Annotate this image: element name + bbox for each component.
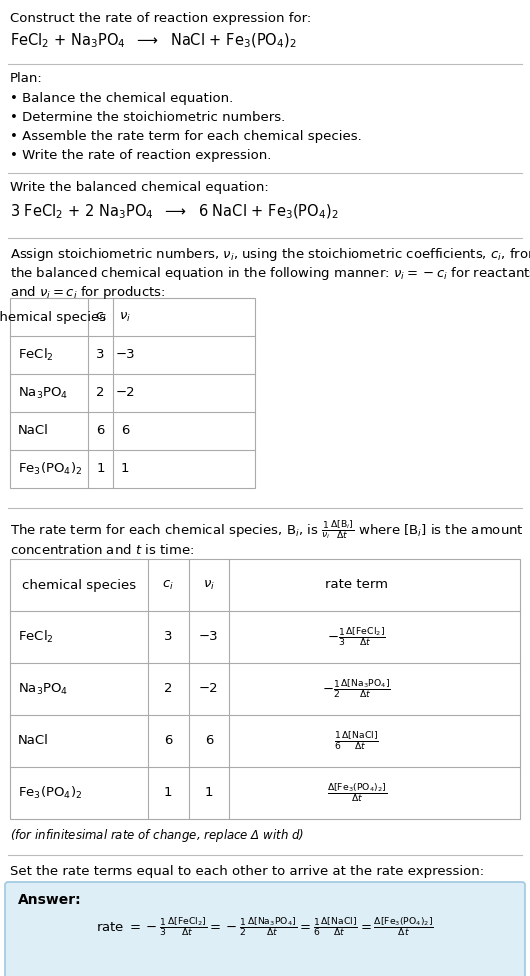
Text: Fe$_3$(PO$_4$)$_2$: Fe$_3$(PO$_4$)$_2$ [18, 785, 82, 801]
Text: 6: 6 [205, 735, 213, 748]
Text: Na$_3$PO$_4$: Na$_3$PO$_4$ [18, 681, 68, 697]
Text: the balanced chemical equation in the following manner: $\nu_i = -c_i$ for react: the balanced chemical equation in the fo… [10, 265, 530, 282]
Text: 1: 1 [96, 463, 105, 475]
Text: Set the rate terms equal to each other to arrive at the rate expression:: Set the rate terms equal to each other t… [10, 865, 484, 878]
Text: 2: 2 [164, 682, 172, 696]
Text: $c_i$: $c_i$ [162, 579, 174, 591]
Text: chemical species: chemical species [22, 579, 136, 591]
Text: (for infinitesimal rate of change, replace Δ with $d$): (for infinitesimal rate of change, repla… [10, 827, 304, 844]
Text: concentration and $t$ is time:: concentration and $t$ is time: [10, 543, 194, 557]
Text: $\frac{1}{6}\frac{\Delta[\mathrm{NaCl}]}{\Delta t}$: $\frac{1}{6}\frac{\Delta[\mathrm{NaCl}]}… [334, 730, 379, 752]
Text: −2: −2 [199, 682, 219, 696]
Text: Na$_3$PO$_4$: Na$_3$PO$_4$ [18, 386, 68, 400]
Text: 3: 3 [96, 348, 105, 361]
Text: • Balance the chemical equation.: • Balance the chemical equation. [10, 92, 233, 105]
FancyBboxPatch shape [5, 882, 525, 976]
Text: −2: −2 [116, 386, 135, 399]
Text: Answer:: Answer: [18, 893, 82, 907]
Bar [10, 559, 520, 819]
Text: NaCl: NaCl [18, 425, 49, 437]
Text: • Determine the stoichiometric numbers.: • Determine the stoichiometric numbers. [10, 111, 285, 124]
Text: $\frac{\Delta[\mathrm{Fe_3(PO_4)_2}]}{\Delta t}$: $\frac{\Delta[\mathrm{Fe_3(PO_4)_2}]}{\D… [326, 782, 387, 804]
Text: The rate term for each chemical species, B$_i$, is $\frac{1}{\nu_i}\frac{\Delta[: The rate term for each chemical species,… [10, 518, 524, 541]
Text: FeCl$_2$: FeCl$_2$ [18, 629, 54, 645]
Text: −3: −3 [199, 630, 219, 643]
Text: 6: 6 [96, 425, 105, 437]
Text: Plan:: Plan: [10, 72, 43, 85]
Text: chemical species: chemical species [0, 310, 106, 323]
Text: $\nu_i$: $\nu_i$ [119, 310, 131, 324]
Text: • Write the rate of reaction expression.: • Write the rate of reaction expression. [10, 149, 271, 162]
Text: 3 FeCl$_2$ + 2 Na$_3$PO$_4$  $\longrightarrow$  6 NaCl + Fe$_3$(PO$_4$)$_2$: 3 FeCl$_2$ + 2 Na$_3$PO$_4$ $\longrighta… [10, 203, 339, 222]
Text: $\nu_i$: $\nu_i$ [203, 579, 215, 591]
Text: rate term: rate term [325, 579, 388, 591]
Text: 1: 1 [121, 463, 129, 475]
Text: Assign stoichiometric numbers, $\nu_i$, using the stoichiometric coefficients, $: Assign stoichiometric numbers, $\nu_i$, … [10, 246, 530, 263]
Text: Fe$_3$(PO$_4$)$_2$: Fe$_3$(PO$_4$)$_2$ [18, 461, 82, 477]
Text: FeCl$_2$: FeCl$_2$ [18, 346, 54, 363]
Text: $c_i$: $c_i$ [95, 310, 107, 324]
Text: −3: −3 [116, 348, 135, 361]
Text: and $\nu_i = c_i$ for products:: and $\nu_i = c_i$ for products: [10, 284, 165, 301]
Text: $-\frac{1}{2}\frac{\Delta[\mathrm{Na_3PO_4}]}{\Delta t}$: $-\frac{1}{2}\frac{\Delta[\mathrm{Na_3PO… [322, 677, 391, 701]
Text: 6: 6 [121, 425, 129, 437]
Text: 2: 2 [96, 386, 105, 399]
Text: • Assemble the rate term for each chemical species.: • Assemble the rate term for each chemic… [10, 130, 362, 143]
Text: 3: 3 [164, 630, 172, 643]
Text: rate $= -\frac{1}{3}\frac{\Delta[\mathrm{FeCl_2}]}{\Delta t} = -\frac{1}{2}\frac: rate $= -\frac{1}{3}\frac{\Delta[\mathrm… [96, 915, 434, 939]
Text: FeCl$_2$ + Na$_3$PO$_4$  $\longrightarrow$  NaCl + Fe$_3$(PO$_4$)$_2$: FeCl$_2$ + Na$_3$PO$_4$ $\longrightarrow… [10, 32, 297, 51]
Text: 1: 1 [205, 787, 213, 799]
Text: $-\frac{1}{3}\frac{\Delta[\mathrm{FeCl_2}]}{\Delta t}$: $-\frac{1}{3}\frac{\Delta[\mathrm{FeCl_2… [328, 626, 386, 648]
Text: 1: 1 [164, 787, 172, 799]
Text: Construct the rate of reaction expression for:: Construct the rate of reaction expressio… [10, 12, 311, 25]
Text: 6: 6 [164, 735, 172, 748]
Text: Write the balanced chemical equation:: Write the balanced chemical equation: [10, 181, 269, 194]
Text: NaCl: NaCl [18, 735, 49, 748]
Bar [10, 298, 255, 488]
